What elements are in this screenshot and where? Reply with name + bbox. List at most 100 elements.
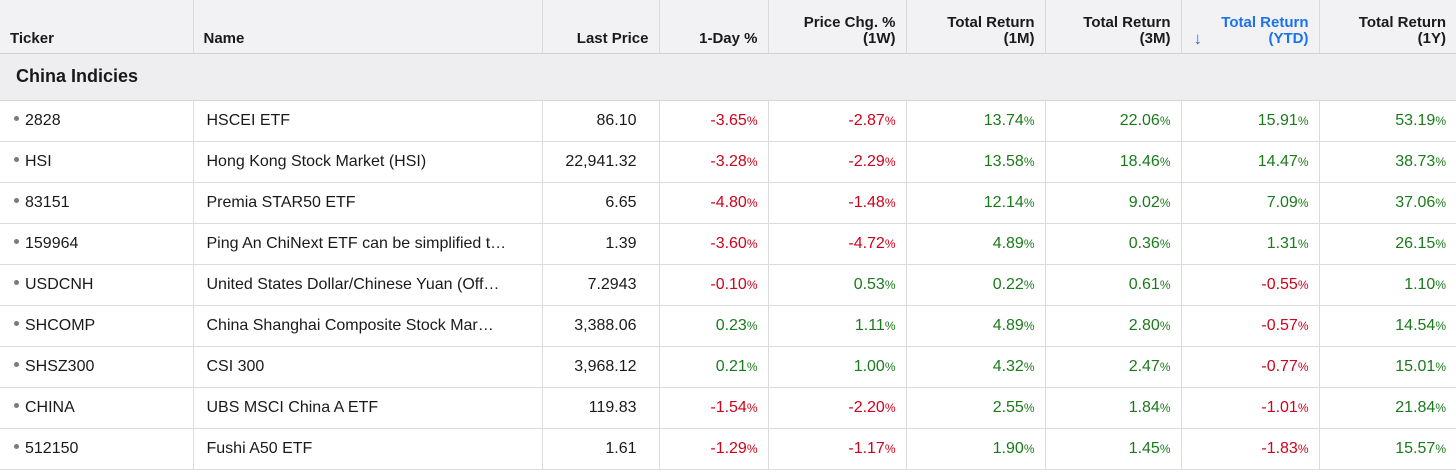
percent-sign: % [1435,113,1446,128]
name-cell[interactable]: Premia STAR50 ETF [193,182,543,224]
ticker-cell[interactable]: 83151 [0,182,194,224]
arrow-down-icon[interactable]: ↓ [1193,28,1203,48]
col-header-label: Last Price [576,29,649,47]
tr-3m-cell: 9.02% [1045,182,1182,224]
value: 26.15 [1395,234,1436,252]
percent-sign: % [1297,318,1309,333]
table-row[interactable]: SHCOMP China Shanghai Composite Stock Mar… [0,305,1456,347]
price-chg-1w-cell: -2.87% [768,100,907,142]
value: 2.55 [992,398,1024,416]
col-header-line2: (1W) [863,29,896,47]
table-row[interactable]: 159964 Ping An ChiNext ETF can be simplif… [0,223,1456,265]
col-header-total-return-ytd[interactable]: ↓ Total Return (YTD) [1181,0,1320,54]
table-row[interactable]: 83151 Premia STAR50 ETF 6.65 -4.80% -1.48% 12… [0,182,1456,224]
col-header-last-price[interactable]: Last Price [542,0,660,54]
ticker-cell[interactable]: USDCNH [0,264,194,306]
percent-sign: % [746,318,758,333]
header-row: Ticker Name Last Price 1-Day % Price Chg… [0,0,1456,54]
value: 1.10 [1404,275,1436,293]
table-row[interactable]: 512150 Fushi A50 ETF 1.61 -1.29% -1.17% 1.90%… [0,428,1456,470]
day-pct-cell: 0.23% [659,305,769,347]
col-header-label: Ticker [10,29,54,47]
col-header-label: Name [203,29,245,47]
tr-3m-cell: 22.06% [1045,100,1182,142]
tr-3m-cell: 0.61% [1045,264,1182,306]
percent-sign: % [1159,318,1171,333]
table-row[interactable]: HSI Hong Kong Stock Market (HSI) 22,941.32… [0,141,1456,183]
percent-sign: % [1023,318,1035,333]
tr-3m-cell: 1.45% [1045,428,1182,470]
value: 15.91 [1257,111,1298,129]
col-header-line1: Total Return [1221,13,1309,31]
price-chg-1w-cell: -2.20% [768,387,907,429]
value: 0.36 [1128,234,1160,252]
value: 12.14 [983,193,1024,211]
value: 13.58 [983,152,1024,170]
last-price-cell: 3,388.06 [542,305,660,347]
price-chg-1w-cell: -1.48% [768,182,907,224]
value: -4.80 [710,193,747,211]
name-cell[interactable]: HSCEI ETF [193,100,543,142]
value: -1.48 [848,193,885,211]
value: 2.47 [1128,357,1160,375]
percent-sign: % [1159,154,1171,169]
ticker-cell[interactable]: SHSZ300 [0,346,194,388]
percent-sign: % [884,318,896,333]
ticker-label: 159964 [25,234,79,252]
name-cell[interactable]: Hong Kong Stock Market (HSI) [193,141,543,183]
percent-sign: % [1023,441,1035,456]
day-pct-cell: -4.80% [659,182,769,224]
value: 1.84 [1128,398,1160,416]
tr-1y-cell: 1.10% [1319,264,1456,306]
col-header-line2: (3M) [1139,29,1171,47]
ticker-label: SHCOMP [25,316,96,334]
ticker-label: 2828 [25,111,61,129]
value: 4.32 [992,357,1024,375]
ticker-label: CHINA [25,398,75,416]
name-cell[interactable]: United States Dollar/Chinese Yuan (Off… [193,264,543,306]
value: -3.28 [710,152,747,170]
table-row[interactable]: 2828 HSCEI ETF 86.10 -3.65% -2.87% 13.74% 22.0… [0,100,1456,142]
ticker-cell[interactable]: 159964 [0,223,194,265]
ticker-cell[interactable]: SHCOMP [0,305,194,347]
tr-3m-cell: 0.36% [1045,223,1182,265]
name-cell[interactable]: UBS MSCI China A ETF [193,387,543,429]
tr-1m-cell: 4.89% [906,223,1046,265]
percent-sign: % [1297,113,1309,128]
percent-sign: % [1435,154,1446,169]
day-pct-cell: -1.54% [659,387,769,429]
col-header-1-day-pct[interactable]: 1-Day % [659,0,769,54]
percent-sign: % [1159,400,1171,415]
table-row[interactable]: CHINA UBS MSCI China A ETF 119.83 -1.54% -2.… [0,387,1456,429]
table-row[interactable]: SHSZ300 CSI 300 3,968.12 0.21% 1.00% 4.32% 2.4… [0,346,1456,388]
name-cell[interactable]: Fushi A50 ETF [193,428,543,470]
col-header-total-return-1y[interactable]: Total Return (1Y) [1319,0,1456,54]
col-header-total-return-1m[interactable]: Total Return (1M) [906,0,1046,54]
tr-ytd-cell: -1.01% [1181,387,1320,429]
table-row[interactable]: USDCNH United States Dollar/Chinese Yuan … [0,264,1456,306]
ticker-cell[interactable]: 2828 [0,100,194,142]
value: -1.17 [848,439,885,457]
col-header-name[interactable]: Name [193,0,543,54]
percent-sign: % [1297,359,1309,374]
col-header-total-return-3m[interactable]: Total Return (3M) [1045,0,1182,54]
ticker-cell[interactable]: 512150 [0,428,194,470]
col-header-ticker[interactable]: Ticker [0,0,194,54]
value: 9.02 [1128,193,1160,211]
value: 37.06 [1395,193,1436,211]
name-cell[interactable]: CSI 300 [193,346,543,388]
value: 0.23 [715,316,747,334]
col-header-price-chg-1w[interactable]: Price Chg. % (1W) [768,0,907,54]
percent-sign: % [1023,236,1035,251]
bullet-dot-icon [14,320,19,326]
ticker-cell[interactable]: CHINA [0,387,194,429]
ticker-label: 83151 [25,193,70,211]
value: 0.61 [1128,275,1160,293]
name-cell[interactable]: China Shanghai Composite Stock Mar… [193,305,543,347]
last-price-cell: 86.10 [542,100,660,142]
group-title: China Indicies [0,53,1456,101]
percent-sign: % [1023,113,1035,128]
name-cell[interactable]: Ping An ChiNext ETF can be simplified t… [193,223,543,265]
ticker-cell[interactable]: HSI [0,141,194,183]
col-header-line2: (YTD) [1268,29,1309,47]
